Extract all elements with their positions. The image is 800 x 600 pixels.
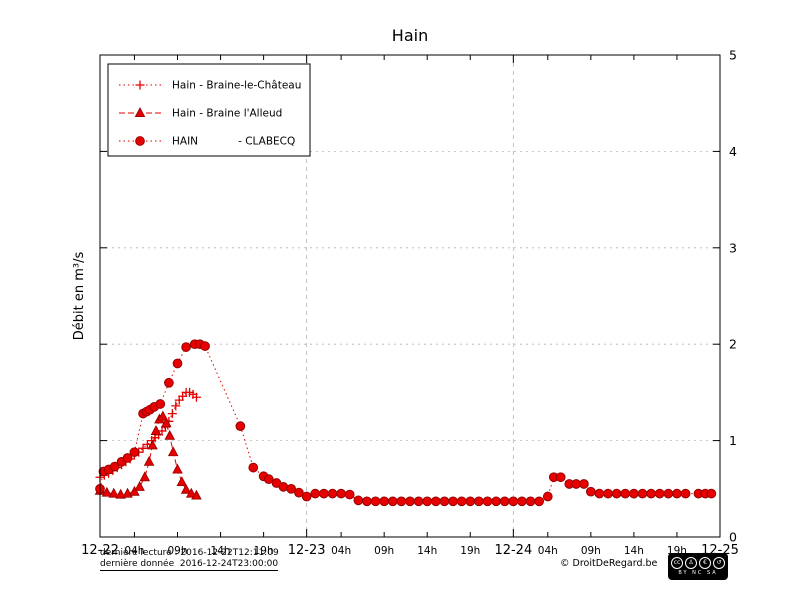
legend-label-2: HAIN - CLABECQ bbox=[172, 136, 295, 148]
svg-text:19h: 19h bbox=[460, 545, 480, 557]
cc-license-badge: cc ♙ € ↺ BY NC SA bbox=[668, 553, 728, 580]
svg-text:09h: 09h bbox=[374, 545, 394, 557]
svg-text:0: 0 bbox=[729, 530, 737, 545]
cc-icon-row: cc ♙ € ↺ bbox=[671, 557, 725, 569]
svg-text:09h: 09h bbox=[167, 545, 187, 557]
series-1 bbox=[94, 410, 202, 500]
svg-text:14h: 14h bbox=[211, 545, 231, 557]
cc-caption: BY NC SA bbox=[678, 570, 718, 576]
chart-title: Hain bbox=[391, 26, 429, 45]
copyright-text: © DroitDeRegard.be bbox=[560, 558, 658, 569]
svg-text:3: 3 bbox=[729, 240, 737, 255]
svg-text:04h: 04h bbox=[538, 545, 558, 557]
svg-text:5: 5 bbox=[729, 48, 737, 63]
svg-text:09h: 09h bbox=[581, 545, 601, 557]
svg-text:14h: 14h bbox=[417, 545, 437, 557]
nc-icon: € bbox=[699, 557, 711, 569]
last-data-text: dernière donnée 2016-12-24T23:00:00 bbox=[100, 559, 279, 571]
series-2 bbox=[95, 339, 717, 507]
svg-text:12-24: 12-24 bbox=[494, 543, 532, 558]
svg-text:12-23: 12-23 bbox=[288, 543, 326, 558]
legend: Hain - Braine-le-Château Hain - Braine l'… bbox=[107, 63, 311, 157]
svg-text:04h: 04h bbox=[124, 545, 144, 557]
svg-text:19h: 19h bbox=[254, 545, 274, 557]
last-reading-text: dernière lecture : 2016-12-22T12:11:09 bbox=[100, 548, 279, 558]
plot-frame bbox=[99, 54, 721, 538]
legend-label-0: Hain - Braine-le-Château bbox=[172, 80, 301, 92]
svg-text:04h: 04h bbox=[331, 545, 351, 557]
svg-text:12-22: 12-22 bbox=[81, 543, 119, 558]
by-icon: ♙ bbox=[685, 557, 697, 569]
svg-text:4: 4 bbox=[729, 144, 737, 159]
y-axis-label: Débit en m³/s bbox=[72, 251, 87, 341]
svg-text:2: 2 bbox=[729, 337, 737, 352]
cc-icon: cc bbox=[671, 557, 683, 569]
axes: 12-22 04h 09h 14h 19h 12-23 04h 09h 14h 19h 12-24 0… bbox=[81, 48, 739, 559]
legend-label-1: Hain - Braine l'Alleud bbox=[172, 108, 282, 120]
sa-icon: ↺ bbox=[713, 557, 725, 569]
svg-text:1: 1 bbox=[729, 433, 737, 448]
svg-text:14h: 14h bbox=[624, 545, 644, 557]
